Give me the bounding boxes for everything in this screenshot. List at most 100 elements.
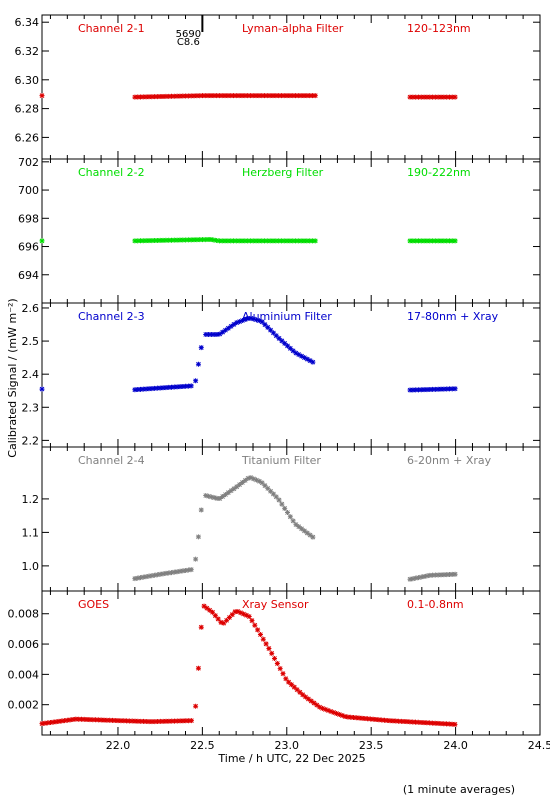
data-point bbox=[135, 238, 141, 244]
data-point bbox=[319, 705, 325, 711]
data-point bbox=[137, 575, 143, 581]
flare-label-top: 5690 bbox=[176, 29, 201, 40]
data-point bbox=[246, 614, 252, 620]
data-point bbox=[76, 716, 82, 722]
data-point bbox=[180, 718, 186, 724]
data-point bbox=[225, 238, 231, 244]
data-point bbox=[290, 348, 296, 354]
data-point bbox=[157, 94, 163, 100]
data-point bbox=[270, 93, 276, 99]
panel-frame bbox=[41, 446, 541, 592]
data-point bbox=[166, 93, 172, 99]
data-point bbox=[393, 718, 399, 724]
data-point bbox=[427, 572, 433, 578]
data-point bbox=[432, 238, 438, 244]
data-point bbox=[149, 386, 155, 392]
data-point bbox=[137, 238, 143, 244]
data-point bbox=[304, 93, 310, 99]
data-point bbox=[236, 93, 242, 99]
data-point bbox=[174, 718, 180, 724]
data-point bbox=[404, 719, 410, 725]
data-point bbox=[276, 238, 282, 244]
data-point bbox=[137, 386, 143, 392]
data-point bbox=[149, 719, 155, 725]
data-point bbox=[81, 716, 87, 722]
data-point bbox=[152, 719, 158, 725]
data-point bbox=[219, 238, 225, 244]
data-point bbox=[418, 238, 424, 244]
data-point bbox=[294, 687, 300, 693]
data-point bbox=[107, 717, 113, 723]
data-point bbox=[138, 718, 144, 724]
data-point bbox=[285, 343, 291, 349]
data-point bbox=[248, 475, 254, 481]
data-point bbox=[222, 492, 228, 498]
data-point bbox=[98, 717, 104, 723]
x-tick-label: 24.0 bbox=[443, 739, 468, 752]
data-point bbox=[310, 534, 316, 540]
data-point bbox=[211, 237, 217, 243]
data-point bbox=[264, 238, 270, 244]
data-point bbox=[210, 609, 216, 615]
data-point bbox=[73, 716, 79, 722]
data-point bbox=[449, 94, 455, 100]
data-point bbox=[135, 718, 141, 724]
data-point bbox=[279, 338, 285, 344]
channel-label: Channel 2-2 bbox=[78, 166, 145, 179]
data-point bbox=[441, 386, 447, 392]
data-point bbox=[101, 717, 107, 723]
data-point bbox=[155, 719, 161, 725]
data-point bbox=[449, 721, 455, 727]
data-point bbox=[307, 238, 313, 244]
data-point bbox=[215, 616, 221, 622]
data-point bbox=[268, 488, 274, 494]
data-point bbox=[193, 556, 199, 562]
data-point bbox=[298, 238, 304, 244]
data-point bbox=[143, 718, 149, 724]
data-point bbox=[214, 495, 220, 501]
data-point bbox=[112, 718, 118, 724]
data-point bbox=[295, 238, 301, 244]
data-point bbox=[233, 238, 239, 244]
data-point bbox=[287, 238, 293, 244]
data-series bbox=[39, 93, 458, 100]
y-tick-label: 1.1 bbox=[22, 526, 40, 539]
data-point bbox=[413, 387, 419, 393]
data-point bbox=[367, 716, 373, 722]
data-point bbox=[243, 612, 249, 618]
data-point bbox=[398, 718, 404, 724]
data-point bbox=[370, 716, 376, 722]
data-point bbox=[160, 237, 166, 243]
data-point bbox=[206, 331, 212, 337]
band-label: 6-20nm + Xray bbox=[407, 454, 492, 467]
x-tick-label: 24.5 bbox=[528, 739, 550, 752]
filter-label: Aluminium Filter bbox=[242, 310, 332, 323]
data-point bbox=[444, 572, 450, 578]
data-point bbox=[152, 238, 158, 244]
data-point bbox=[93, 717, 99, 723]
y-tick-label: 700 bbox=[18, 184, 39, 197]
y-tick-label: 2.2 bbox=[22, 434, 40, 447]
data-point bbox=[312, 93, 318, 99]
data-point bbox=[208, 93, 214, 99]
data-point bbox=[195, 534, 201, 540]
data-point bbox=[185, 567, 191, 573]
flare-marker: 5690 C8.6 bbox=[176, 15, 204, 48]
data-point bbox=[140, 574, 146, 580]
data-point bbox=[342, 714, 348, 720]
data-point bbox=[365, 716, 371, 722]
data-point bbox=[194, 237, 200, 243]
data-point bbox=[211, 331, 217, 337]
panel-frame bbox=[41, 302, 541, 448]
data-point bbox=[78, 716, 84, 722]
data-point bbox=[421, 720, 427, 726]
y-tick-label: 2.3 bbox=[22, 401, 40, 414]
data-point bbox=[273, 93, 279, 99]
data-point bbox=[87, 717, 93, 723]
data-point bbox=[410, 387, 416, 393]
data-point bbox=[356, 715, 362, 721]
data-point bbox=[251, 316, 257, 322]
data-point bbox=[236, 238, 242, 244]
data-point bbox=[353, 715, 359, 721]
data-point bbox=[301, 528, 307, 534]
